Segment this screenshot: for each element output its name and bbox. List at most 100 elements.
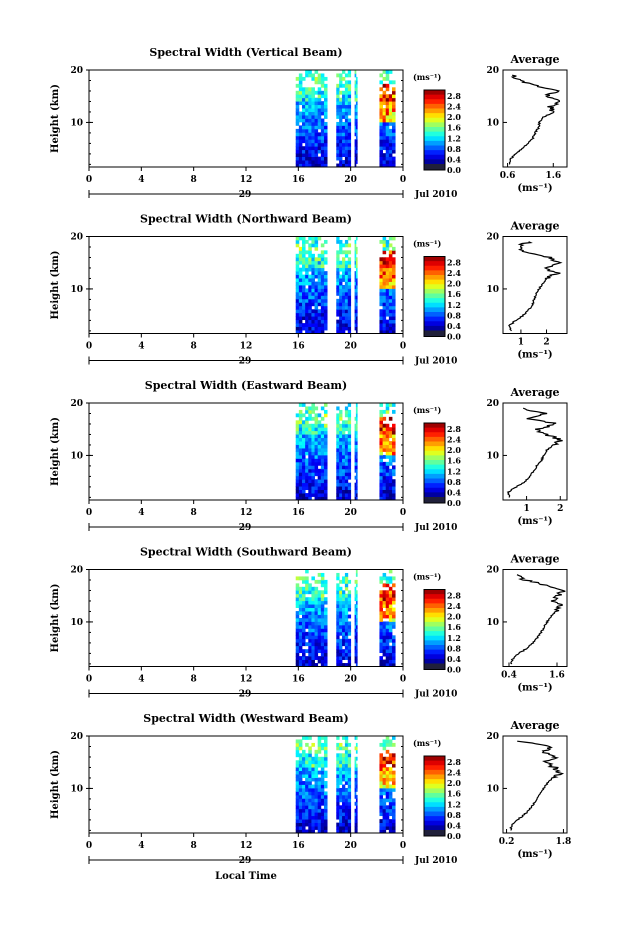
heatmap-cell (317, 454, 322, 459)
heatmap-cell (298, 798, 303, 803)
heatmap-cell (355, 572, 358, 577)
heatmap-cell (342, 468, 346, 473)
heatmap-cell (379, 649, 383, 654)
heatmap-cell (323, 607, 328, 612)
heatmap-cell (308, 73, 312, 78)
heatmap-cell (392, 784, 396, 789)
heatmap-cell (344, 264, 349, 269)
heatmap-cell (379, 645, 383, 650)
heatmap-cell (314, 628, 319, 633)
heatmap-cell (355, 271, 358, 275)
heatmap-cell (305, 135, 309, 140)
heatmap-cell (336, 264, 340, 269)
heatmap-cell (323, 489, 328, 494)
x-tick-label: 0 (86, 675, 92, 685)
heatmap-cell (320, 305, 325, 310)
heatmap-cell (388, 593, 393, 598)
x-tick-label: 12 (240, 675, 253, 685)
heatmap-cell (295, 253, 300, 258)
heatmap-cell (385, 805, 390, 810)
heatmap-cell (342, 652, 346, 657)
heatmap-cell (388, 756, 393, 761)
heatmap-cell (317, 302, 322, 307)
heatmap-cell (385, 614, 390, 619)
heatmap-cell (382, 118, 387, 123)
heatmap-cell (308, 600, 312, 605)
heatmap-cell (305, 482, 309, 487)
heatmap-cell (354, 808, 357, 813)
heatmap-cell (344, 420, 349, 425)
heatmap-cell (323, 496, 328, 501)
heatmap-cell (308, 90, 312, 95)
heatmap-cell (314, 257, 319, 262)
heatmap-cell (342, 479, 346, 484)
heatmap-cell (342, 576, 346, 581)
heatmap-cell (295, 239, 300, 244)
heatmap-cell (317, 94, 322, 99)
heatmap-cell (314, 645, 319, 650)
heatmap-cell (354, 437, 357, 442)
heatmap-cell (295, 420, 300, 425)
x-tick-label: 0 (86, 342, 92, 352)
heatmap-cell (314, 808, 319, 813)
heatmap-cell (317, 763, 322, 768)
heatmap-cell (295, 115, 300, 119)
heatmap-cell (317, 801, 322, 806)
heatmap-cell (339, 97, 343, 102)
heatmap-cell (323, 642, 328, 647)
heatmap-cell (317, 448, 322, 452)
heatmap-cell (308, 444, 312, 449)
heatmap-cell (344, 87, 349, 92)
heatmap-cell (302, 791, 306, 796)
heatmap-cell (392, 444, 396, 449)
heatmap-cell (392, 128, 396, 133)
heatmap-cell (339, 142, 343, 147)
heatmap-cell (354, 760, 357, 765)
heatmap-cell (314, 135, 319, 140)
heatmap-cell (347, 784, 352, 789)
heatmap-cell (298, 128, 303, 133)
heatmap-cell (392, 454, 396, 459)
heatmap-cell (382, 146, 387, 151)
heatmap-cell (354, 160, 357, 164)
colorbar-tick-label: 1.2 (447, 466, 461, 476)
heatmap-cell (392, 756, 396, 761)
heatmap-cell (314, 104, 319, 109)
heatmap-cell (354, 656, 357, 660)
heatmap-cell (298, 403, 303, 407)
heatmap-cell (342, 736, 346, 740)
heatmap-cell (379, 611, 383, 615)
heatmap-cell (354, 323, 357, 327)
heatmap-cell (323, 163, 328, 168)
heatmap-cell (317, 146, 322, 151)
heatmap-cell (342, 94, 346, 99)
heatmap-cell (392, 430, 396, 435)
heatmap-cell (342, 496, 346, 501)
heatmap-cell (342, 128, 346, 133)
heatmap-cell (295, 271, 300, 275)
heatmap-cell (339, 437, 343, 442)
heatmap-cell (308, 749, 312, 754)
heatmap-cell (298, 475, 303, 480)
heatmap-cell (342, 316, 346, 321)
heatmap-cell (355, 465, 358, 470)
heatmap-cell (317, 781, 322, 785)
heatmap-cell (342, 330, 346, 334)
heatmap-cell (320, 423, 325, 428)
heatmap-cell (323, 427, 328, 432)
heatmap-cell (385, 330, 390, 334)
heatmap-cell (385, 493, 390, 497)
heatmap-cell (311, 805, 315, 810)
heatmap-cell (344, 253, 349, 258)
heatmap-cell (347, 475, 352, 480)
heatmap-cell (295, 635, 300, 640)
heatmap-cell (298, 73, 303, 78)
heatmap-cell (298, 94, 303, 99)
heatmap-cell (311, 631, 315, 636)
heatmap-cell (385, 461, 390, 466)
heatmap-cell (311, 444, 315, 449)
heatmap-cell (308, 621, 312, 626)
heatmap-cell (323, 302, 328, 307)
heatmap-cell (347, 295, 352, 300)
heatmap-cell (379, 121, 383, 126)
